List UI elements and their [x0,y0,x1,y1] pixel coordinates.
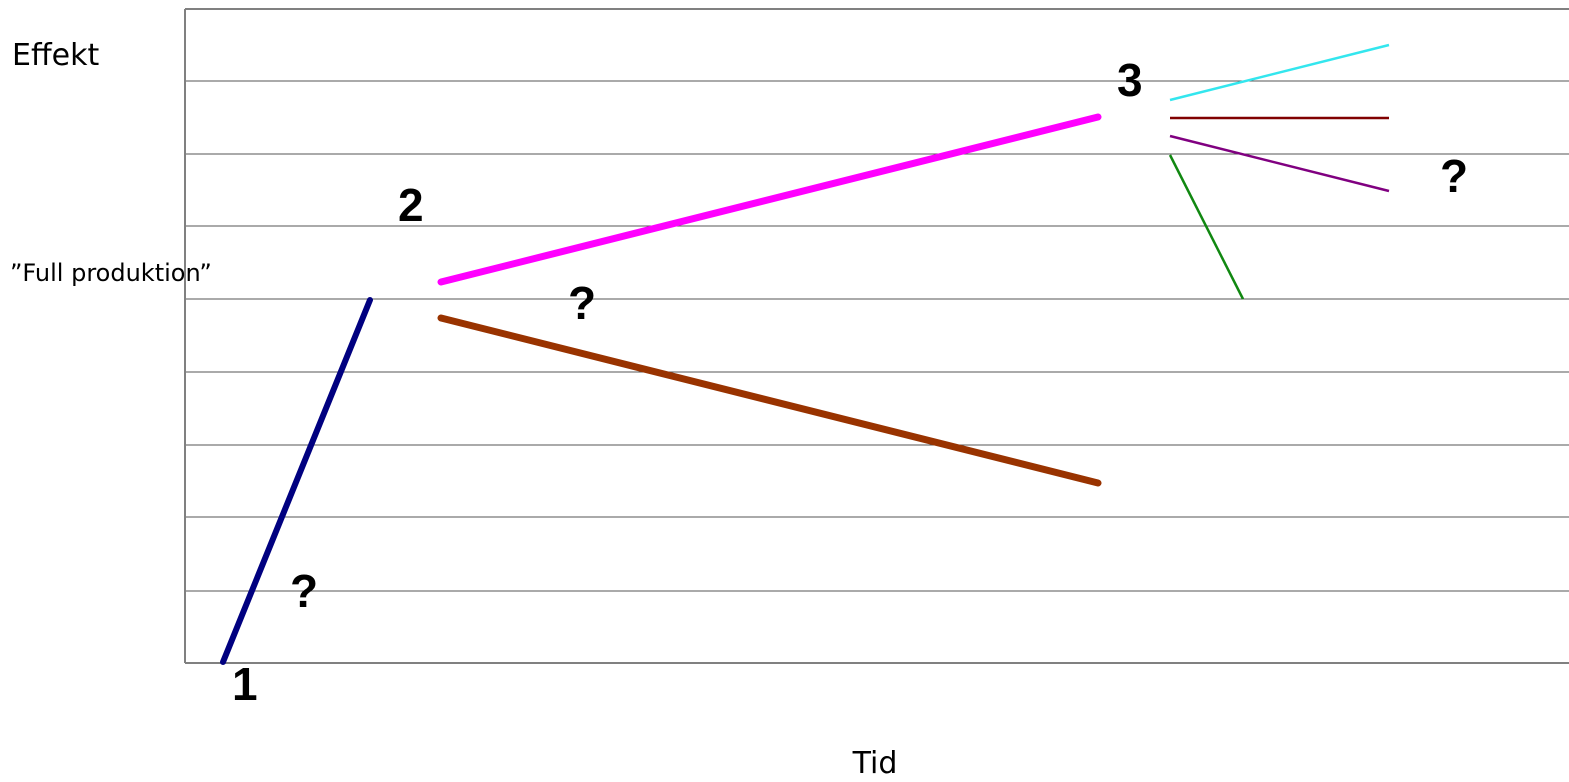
phase3-cyan-line [1169,43,1390,102]
phase3-green-line [1168,154,1245,300]
phase3-purple-line [1169,134,1390,193]
phase2-decline-line [437,314,1102,487]
gridlines [186,80,1569,592]
y-axis-title: Effekt [12,38,99,73]
plot-frame [184,8,1569,664]
question-mark-late: ? [1440,150,1468,202]
question-mark-early: ? [290,565,318,617]
question-mark-middle: ? [568,277,596,329]
phase1-rise-line [220,297,373,665]
full-production-label: ”Full produktion” [10,259,212,287]
phase2-growth-line [437,113,1102,286]
x-axis-title: Tid [852,746,898,781]
phase-1-marker: 1 [232,658,258,710]
phase-2-marker: 2 [398,179,424,231]
phase-3-marker: 3 [1117,54,1143,106]
